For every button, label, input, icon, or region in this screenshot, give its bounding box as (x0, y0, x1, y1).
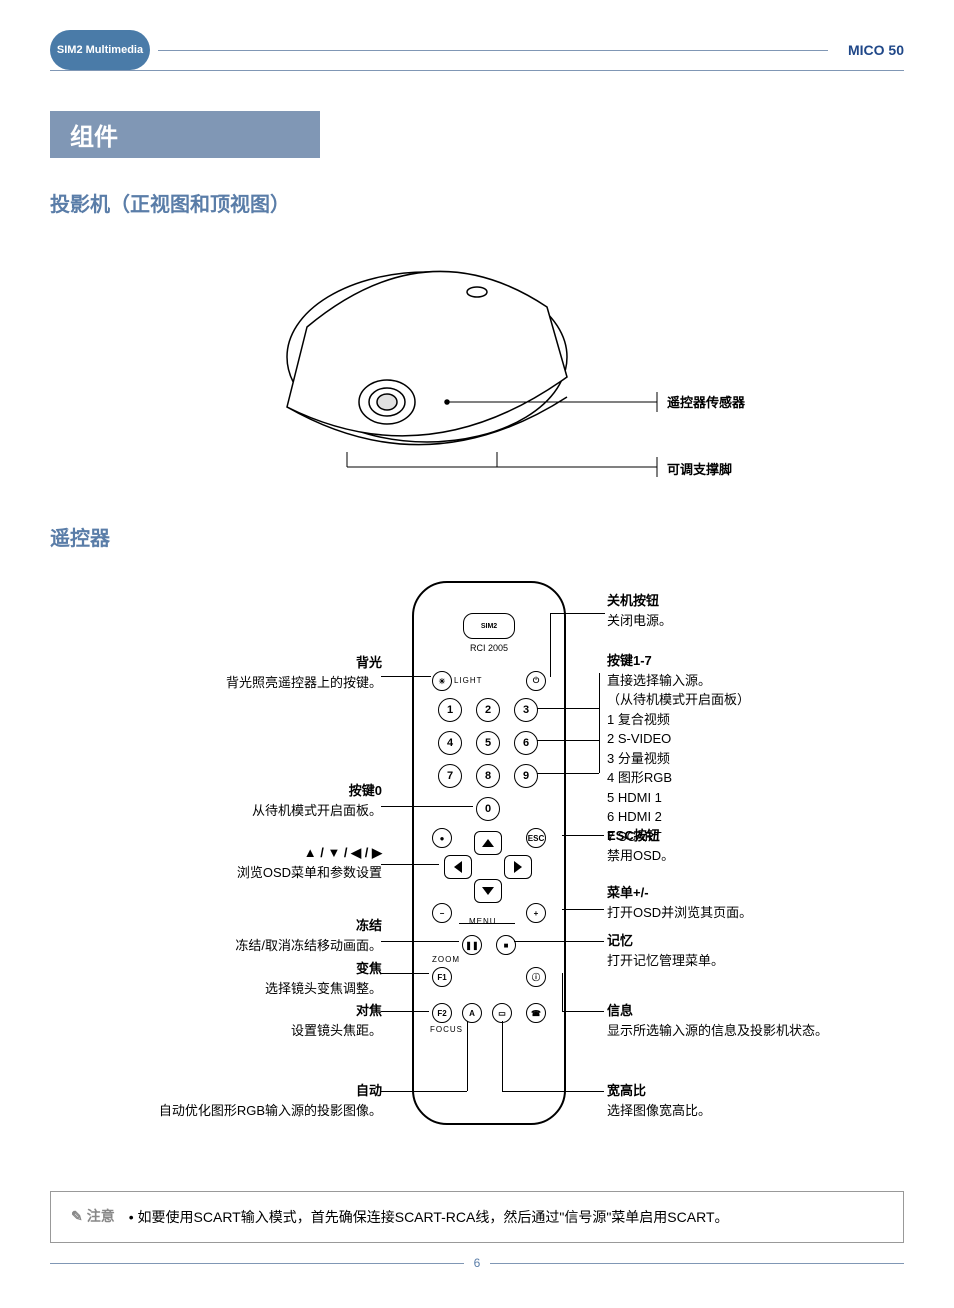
label-arrows: ▲ / ▼ / ◀ / ▶浏览OSD菜单和参数设置 (132, 843, 382, 882)
heading-remote: 遥控器 (50, 522, 904, 551)
label-freeze: 冻结冻结/取消冻结移动画面。 (132, 916, 382, 955)
arrow-left (444, 855, 472, 879)
key-7: 7 (438, 764, 462, 788)
label-focus: 对焦设置镜头焦距。 (132, 1001, 382, 1040)
label-key0: 按键0从待机模式开启面板。 (132, 781, 382, 820)
freeze-button: ❚❚ (462, 935, 482, 955)
key-4: 4 (438, 731, 462, 755)
label-keys17: 按键1-7 直接选择输入源。 （从待机模式开启面板） 1 复合视频 2 S-VI… (607, 651, 857, 846)
callout-foot: 可调支撑脚 (667, 459, 732, 478)
label-esc: ESC按钮禁用OSD。 (607, 826, 857, 865)
power-button: ⏻ (526, 671, 546, 691)
projector-illustration (127, 237, 827, 497)
light-button: ☀ (432, 671, 452, 691)
key-0: 0 (476, 797, 500, 821)
light-label: LIGHT (454, 676, 483, 685)
key-5: 5 (476, 731, 500, 755)
esc-button: ESC (526, 828, 546, 848)
label-info: 信息显示所选输入源的信息及投影机状态。 (607, 1001, 857, 1040)
projector-diagram: 遥控器传感器 可调支撑脚 (127, 237, 827, 497)
dot-button: ● (432, 828, 452, 848)
key-3: 3 (514, 698, 538, 722)
brand-logo: SIM2 Multimedia (50, 30, 150, 70)
label-memory: 记忆打开记忆管理菜单。 (607, 931, 857, 970)
arrow-down (474, 879, 502, 903)
label-aspect: 宽高比选择图像宽高比。 (607, 1081, 857, 1120)
heading-projector: 投影机（正视图和顶视图） (50, 188, 904, 217)
key-2: 2 (476, 698, 500, 722)
remote-diagram: SIM2 RCI 2005 ☀ LIGHT ⏻ 1 2 3 4 5 6 7 8 … (97, 581, 857, 1141)
remote-body: SIM2 RCI 2005 ☀ LIGHT ⏻ 1 2 3 4 5 6 7 8 … (412, 581, 566, 1125)
auto-button: A (462, 1003, 482, 1023)
remote-logo: SIM2 (463, 613, 515, 639)
key-8: 8 (476, 764, 500, 788)
section-title: 组件 (50, 111, 320, 158)
extra-button: ☎ (526, 1003, 546, 1023)
label-menu: 菜单+/-打开OSD并浏览其页面。 (607, 883, 857, 922)
arrow-up (474, 831, 502, 855)
zoom-label: ZOOM (432, 955, 460, 964)
info-button: ⓘ (526, 967, 546, 987)
remote-model: RCI 2005 (414, 643, 564, 653)
menu-label: MENU (469, 917, 497, 926)
menu-rule (459, 923, 515, 924)
label-auto: 自动自动优化图形RGB输入源的投影图像。 (132, 1081, 382, 1120)
key-6: 6 (514, 731, 538, 755)
label-power: 关机按钮关闭电源。 (607, 591, 857, 630)
key-1: 1 (438, 698, 462, 722)
aspect-button: ▭ (492, 1003, 512, 1023)
note-box: ✎ 注意 • 如要使用SCART输入模式，首先确保连接SCART-RCA线，然后… (50, 1191, 904, 1243)
callout-sensor: 遥控器传感器 (667, 392, 745, 411)
menu-minus: − (432, 903, 452, 923)
arrow-right (504, 855, 532, 879)
f1-button: F1 (432, 967, 452, 987)
model-name: MICO 50 (848, 42, 904, 58)
note-text: • 如要使用SCART输入模式，首先确保连接SCART-RCA线，然后通过"信号… (129, 1206, 883, 1228)
page-header: SIM2 Multimedia MICO 50 (50, 30, 904, 71)
key-9: 9 (514, 764, 538, 788)
page-footer: 6 (50, 1263, 904, 1278)
header-rule (158, 50, 828, 51)
f2-button: F2 (432, 1003, 452, 1023)
page-number: 6 (464, 1256, 491, 1270)
memory-button: ■ (496, 935, 516, 955)
focus-label: FOCUS (430, 1025, 463, 1034)
note-icon: ✎ 注意 (71, 1206, 115, 1226)
menu-plus: + (526, 903, 546, 923)
label-zoom: 变焦选择镜头变焦调整。 (132, 959, 382, 998)
label-backlight: 背光背光照亮遥控器上的按键。 (132, 653, 382, 692)
